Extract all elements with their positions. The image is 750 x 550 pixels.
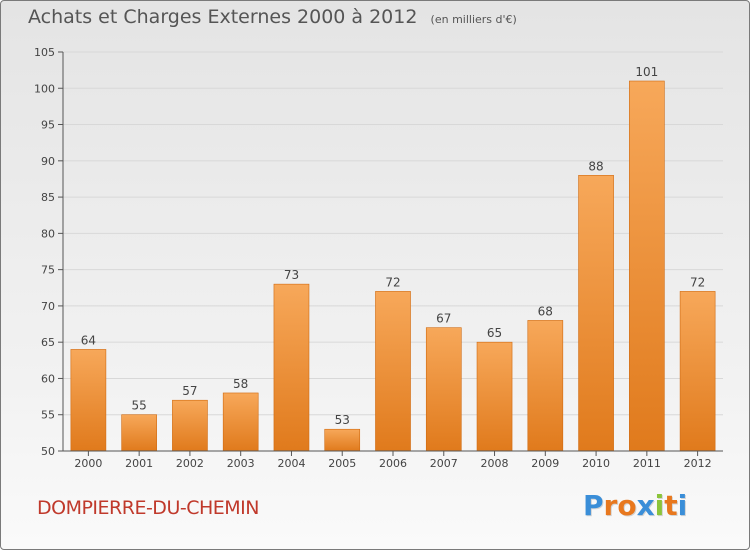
x-tick-label-2005: 2005 [328, 457, 356, 470]
bar-2005[interactable] [324, 428, 361, 452]
bar-2001[interactable] [121, 414, 157, 452]
data-label-2006: 72 [385, 275, 400, 289]
y-tick-label: 70 [41, 300, 55, 313]
y-tick-label: 100 [34, 82, 55, 95]
y-tick-label: 65 [41, 336, 55, 349]
data-label-2012: 72 [690, 275, 705, 289]
data-label-2007: 67 [436, 312, 451, 326]
x-tick-label-2001: 2001 [125, 457, 153, 470]
chart-title-row: Achats et Charges Externes 2000 à 2012 (… [28, 6, 517, 28]
commune-name: DOMPIERRE-DU-CHEMIN [37, 497, 259, 519]
logo-letter: x [636, 489, 655, 522]
x-tick-label-2003: 2003 [227, 457, 255, 470]
data-label-2003: 58 [233, 377, 248, 391]
x-tick-label-2008: 2008 [481, 457, 509, 470]
bar-2004[interactable] [273, 283, 310, 452]
bar-2003[interactable] [222, 392, 259, 452]
x-tick-label-2004: 2004 [277, 457, 305, 470]
x-tick-label-2010: 2010 [582, 457, 610, 470]
y-tick-label: 90 [41, 155, 55, 168]
x-tick-label-2009: 2009 [531, 457, 559, 470]
y-tick-label: 75 [41, 264, 55, 277]
data-label-2002: 57 [182, 384, 197, 398]
y-tick-label: 80 [41, 227, 55, 240]
x-tick-label-2000: 2000 [74, 457, 102, 470]
bar-2002[interactable] [172, 399, 208, 452]
bar-2009[interactable] [527, 320, 564, 452]
axes: 50 55 60 65 70 75 80 85 90 95 100 105 2000 2001 2002 20… [34, 46, 723, 470]
y-tick-label: 60 [41, 372, 55, 385]
bar-2008[interactable] [476, 341, 513, 452]
x-tick-label-2006: 2006 [379, 457, 407, 470]
y-tick-label: 95 [41, 119, 55, 132]
logo-letter: P [583, 489, 604, 522]
bar-2010[interactable] [578, 175, 614, 452]
logo-letter: r [603, 489, 618, 522]
y-tick-label: 85 [41, 191, 55, 204]
bar-2011[interactable] [629, 80, 665, 452]
data-label-2010: 88 [588, 159, 603, 173]
data-label-2000: 64 [81, 333, 96, 347]
proxiti-logo[interactable]: Proxiti [583, 489, 687, 522]
y-tick-label: 55 [41, 409, 55, 422]
x-tick-label-2011: 2011 [633, 457, 661, 470]
x-tick-label-2012: 2012 [684, 457, 712, 470]
data-label-2008: 65 [487, 326, 502, 340]
data-label-2009: 68 [538, 304, 553, 318]
chart-title: Achats et Charges Externes 2000 à 2012 [28, 6, 418, 28]
y-tick-label: 105 [34, 46, 55, 59]
logo-letter: o [617, 489, 637, 522]
y-tick-label: 50 [41, 445, 55, 458]
bar-2000[interactable] [70, 349, 107, 452]
data-label-2001: 55 [132, 399, 147, 413]
bar-2012[interactable] [679, 291, 716, 452]
data-label-2004: 73 [284, 268, 299, 282]
bar-2007[interactable] [425, 327, 462, 452]
x-tick-label-2007: 2007 [430, 457, 458, 470]
bars: 64 55 57 58 73 53 72 67 65 68 88 101 72 [70, 65, 716, 452]
data-label-2005: 53 [335, 413, 350, 427]
bar-2006[interactable] [375, 291, 411, 452]
data-label-2011: 101 [635, 65, 658, 79]
x-tick-label-2002: 2002 [176, 457, 204, 470]
logo-letter: t [664, 489, 678, 522]
logo-letter: i [654, 489, 665, 522]
chart-unit: (en milliers d'€) [430, 13, 517, 26]
logo-letter: i [677, 489, 688, 522]
